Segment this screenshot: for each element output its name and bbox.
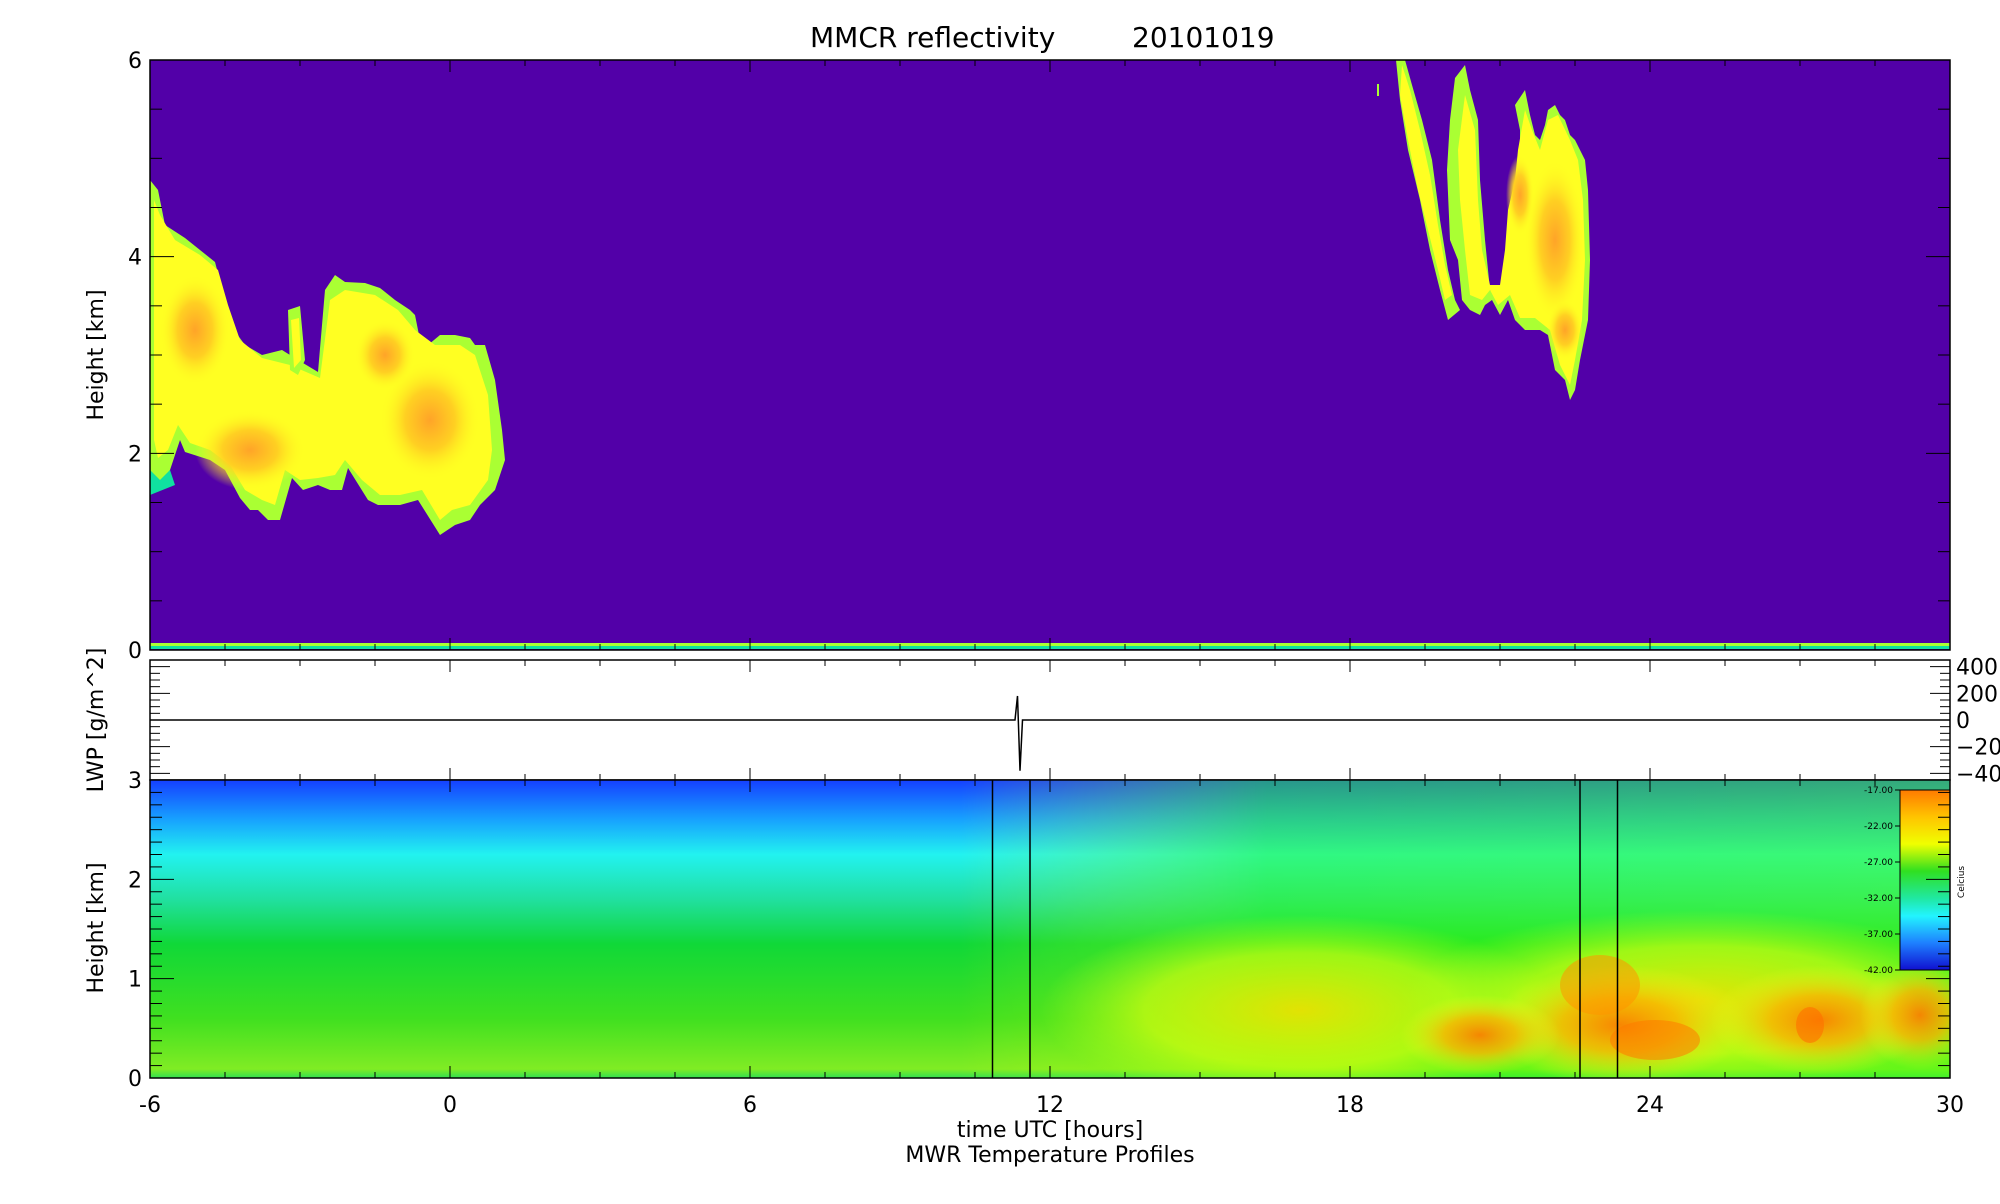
temperature-panel: -17.00 -22.00 -27.00 -32.00 -37.00 -42.00 Cel… bbox=[84, 769, 1967, 1168]
colorbar-tick-label: -32.00 bbox=[1864, 894, 1893, 904]
cloud-core bbox=[1547, 300, 1583, 360]
y-tick-label: 0 bbox=[128, 639, 142, 664]
temperature-y-axis-label: Height [km] bbox=[84, 862, 109, 993]
early-cloud-band bbox=[150, 180, 505, 535]
colorbar: -17.00 -22.00 -27.00 -32.00 -37.00 -42.00 Cel… bbox=[1864, 786, 1967, 976]
x-tick-label: 6 bbox=[743, 1093, 757, 1118]
colorbar-ticks: -17.00 -22.00 -27.00 -32.00 -37.00 -42.00 bbox=[1864, 786, 1900, 976]
lwp-series bbox=[150, 695, 1950, 771]
cloud-core bbox=[1525, 160, 1585, 320]
x-tick-label: 12 bbox=[1036, 1093, 1064, 1118]
colorbar-tick-label: -27.00 bbox=[1864, 858, 1893, 868]
data-gap-lines bbox=[991, 780, 1619, 1078]
cloud-core bbox=[160, 275, 230, 385]
colorbar-tick-label: -17.00 bbox=[1864, 786, 1893, 796]
cloud-core bbox=[380, 360, 480, 480]
colorbar-label: Celcius bbox=[1957, 866, 1967, 898]
colorbar-tick-label: -37.00 bbox=[1864, 930, 1893, 940]
reflectivity-axis-ticks: 0 2 4 6 bbox=[128, 49, 1951, 664]
x-axis-label: time UTC [hours] bbox=[957, 1118, 1143, 1143]
temperature-frame bbox=[149, 779, 1951, 1079]
lwp-tick-label: −20… bbox=[1956, 736, 2000, 761]
temperature-field bbox=[150, 780, 1950, 1078]
reflectivity-y-axis-label: Height [km] bbox=[84, 289, 109, 420]
chart-title: MMCR reflectivity bbox=[810, 21, 1055, 54]
cloud-core bbox=[355, 320, 415, 390]
colorbar-scale bbox=[1899, 789, 1951, 971]
y-tick-label: 0 bbox=[128, 1067, 142, 1092]
lwp-axis-ticks: 4002000−20…−40… bbox=[149, 656, 2000, 787]
x-tick-label: -6 bbox=[139, 1093, 161, 1118]
x-tick-label: 18 bbox=[1336, 1093, 1364, 1118]
late-cloud-band bbox=[1377, 60, 1590, 400]
y-tick-label: 1 bbox=[128, 968, 142, 993]
reflectivity-panel: MMCR reflectivity 20101019 bbox=[84, 21, 1951, 664]
cloud-core bbox=[1506, 155, 1534, 235]
y-tick-label: 3 bbox=[128, 769, 142, 794]
cloud-core bbox=[195, 410, 305, 490]
lwp-line bbox=[150, 695, 1950, 771]
x-tick-label: 0 bbox=[443, 1093, 457, 1118]
chart-subtitle: MWR Temperature Profiles bbox=[905, 1143, 1194, 1168]
y-tick-label: 2 bbox=[128, 868, 142, 893]
y-tick-label: 6 bbox=[128, 49, 142, 74]
reflectivity-frame bbox=[149, 59, 1951, 651]
lwp-y-axis-label: LWP [g/m^2] bbox=[84, 648, 109, 793]
colorbar-tick-label: -22.00 bbox=[1864, 822, 1893, 832]
x-tick-label: 30 bbox=[1936, 1093, 1964, 1118]
x-tick-label: 24 bbox=[1636, 1093, 1664, 1118]
lwp-tick-label: 0 bbox=[1956, 709, 1970, 734]
y-tick-label: 2 bbox=[128, 442, 142, 467]
colorbar-tick-label: -42.00 bbox=[1864, 966, 1893, 976]
cloud-layer bbox=[150, 60, 1590, 535]
lwp-tick-label: −40… bbox=[1956, 762, 2000, 787]
lwp-tick-label: 400 bbox=[1956, 656, 1998, 681]
chart-date: 20101019 bbox=[1132, 21, 1275, 54]
y-tick-label: 4 bbox=[128, 246, 142, 271]
lwp-tick-label: 200 bbox=[1956, 682, 1998, 707]
